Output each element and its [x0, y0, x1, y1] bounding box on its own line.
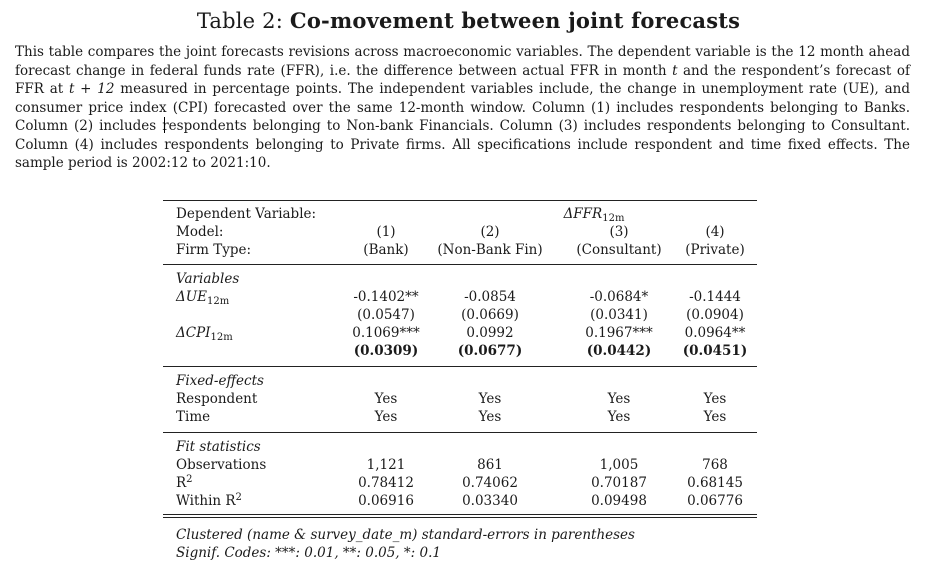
- dependent-variable-label: Dependent Variable:: [176, 206, 317, 222]
- table-note-clustering: Clustered (name & survey_date_m) standar…: [176, 527, 635, 543]
- respondent-fe-1: Yes: [374, 391, 398, 407]
- r2-2: 0.74062: [462, 475, 518, 491]
- firm-type-row: Firm Type: (Bank) (Non-Bank Fin) (Consul…: [163, 241, 757, 259]
- dependent-variable-name: ΔFFR12m: [563, 206, 625, 224]
- ue-coef-3: -0.0684*: [589, 289, 649, 305]
- r2-3: 0.70187: [591, 475, 647, 491]
- cpi-label: ΔCPI12m: [176, 325, 233, 343]
- ue-coef-4: -0.1444: [689, 289, 741, 305]
- model-label: Model:: [176, 224, 224, 240]
- respondent-fe-row: Respondent Yes Yes Yes Yes: [163, 390, 757, 408]
- observations-1: 1,121: [366, 457, 406, 473]
- fixed-effects-heading: Fixed-effects: [176, 373, 264, 389]
- ue-label: ΔUE12m: [176, 289, 230, 307]
- within-r2-row: Within R2 0.06916 0.03340 0.09498 0.0677…: [163, 492, 757, 510]
- ue-coef-1: -0.1402**: [353, 289, 419, 305]
- cpi-se-1: (0.0309): [353, 343, 419, 359]
- caption-text-1: This table compares the joint forecasts …: [15, 44, 910, 79]
- time-fe-2: Yes: [478, 409, 502, 425]
- ue-se-1: (0.0547): [357, 307, 415, 323]
- within-r2-1: 0.06916: [358, 493, 414, 509]
- cpi-se-4: (0.0451): [682, 343, 748, 359]
- table-caption: This table compares the joint forecasts …: [15, 43, 910, 173]
- cpi-coef-2: 0.0992: [466, 325, 514, 341]
- observations-2: 861: [477, 457, 503, 473]
- top-rule: [163, 200, 757, 201]
- cpi-coef-row: ΔCPI12m 0.1069*** 0.0992 0.1967*** 0.096…: [163, 324, 757, 343]
- respondent-fe-3: Yes: [607, 391, 631, 407]
- cpi-coef-3: 0.1967***: [585, 325, 653, 341]
- fixed-effects-heading-row: Fixed-effects: [163, 372, 757, 390]
- variables-rule: [163, 366, 757, 367]
- model-4: (4): [705, 224, 725, 240]
- time-fe-label: Time: [176, 409, 211, 425]
- model-2: (2): [480, 224, 500, 240]
- observations-label: Observations: [176, 457, 267, 473]
- cpi-se-3: (0.0442): [586, 343, 652, 359]
- within-r2-4: 0.06776: [687, 493, 743, 509]
- ue-coef-row: ΔUE12m -0.1402** -0.0854 -0.0684* -0.144…: [163, 288, 757, 307]
- ue-coef-2: -0.0854: [464, 289, 516, 305]
- r2-1: 0.78412: [358, 475, 414, 491]
- table-number: Table 2:: [196, 9, 284, 33]
- variables-heading: Variables: [176, 271, 240, 287]
- firm-type-4: (Private): [685, 242, 745, 258]
- firm-type-3: (Consultant): [576, 242, 662, 258]
- caption-text-2: and the respondent’s forecast of FFR at: [15, 62, 910, 98]
- ue-se-3: (0.0341): [590, 307, 648, 323]
- table-title: Table 2: Co-movement between joint forec…: [0, 8, 937, 33]
- ue-se-row: (0.0547) (0.0669) (0.0341) (0.0904): [163, 306, 757, 324]
- firm-type-2: (Non-Bank Fin): [437, 242, 543, 258]
- respondent-fe-2: Yes: [478, 391, 502, 407]
- r2-label: R2: [176, 474, 193, 491]
- fit-statistics-heading: Fit statistics: [176, 439, 261, 455]
- model-row: Model: (1) (2) (3) (4): [163, 223, 757, 241]
- model-3: (3): [609, 224, 629, 240]
- variables-heading-row: Variables: [163, 270, 757, 288]
- within-r2-2: 0.03340: [462, 493, 518, 509]
- bottom-rule-1: [163, 514, 757, 515]
- caption-math-t: t: [672, 62, 678, 79]
- firm-type-label: Firm Type:: [176, 242, 252, 258]
- caption-text-3: measured in percentage points. The indep…: [15, 81, 910, 171]
- cpi-coef-1: 0.1069***: [352, 325, 420, 341]
- time-fe-3: Yes: [607, 409, 631, 425]
- observations-row: Observations 1,121 861 1,005 768: [163, 456, 757, 474]
- caption-math-t12: t + 12: [68, 81, 115, 97]
- model-1: (1): [376, 224, 396, 240]
- cpi-se-row: (0.0309) (0.0677) (0.0442) (0.0451): [163, 342, 757, 360]
- respondent-fe-label: Respondent: [176, 391, 258, 407]
- table-note-signif: Signif. Codes: ***: 0.01, **: 0.05, *: 0…: [176, 545, 441, 561]
- cpi-se-2: (0.0677): [457, 343, 523, 359]
- time-fe-4: Yes: [703, 409, 727, 425]
- within-r2-label: Within R2: [176, 492, 242, 509]
- header-rule: [163, 264, 757, 265]
- r2-4: 0.68145: [687, 475, 743, 491]
- time-fe-1: Yes: [374, 409, 398, 425]
- within-r2-3: 0.09498: [591, 493, 647, 509]
- r2-row: R2 0.78412 0.74062 0.70187 0.68145: [163, 474, 757, 492]
- table-title-text: Co-movement between joint forecasts: [289, 8, 741, 33]
- ue-se-4: (0.0904): [686, 307, 744, 323]
- firm-type-1: (Bank): [363, 242, 409, 258]
- time-fe-row: Time Yes Yes Yes Yes: [163, 408, 757, 426]
- observations-3: 1,005: [599, 457, 639, 473]
- dependent-variable-row: Dependent Variable: ΔFFR12m: [163, 205, 757, 224]
- respondent-fe-4: Yes: [703, 391, 727, 407]
- fit-statistics-heading-row: Fit statistics: [163, 438, 757, 456]
- fixed-effects-rule: [163, 432, 757, 433]
- text-cursor: [164, 117, 165, 133]
- bottom-rule-2: [163, 517, 757, 518]
- ue-se-2: (0.0669): [461, 307, 519, 323]
- observations-4: 768: [702, 457, 728, 473]
- cpi-coef-4: 0.0964**: [684, 325, 746, 341]
